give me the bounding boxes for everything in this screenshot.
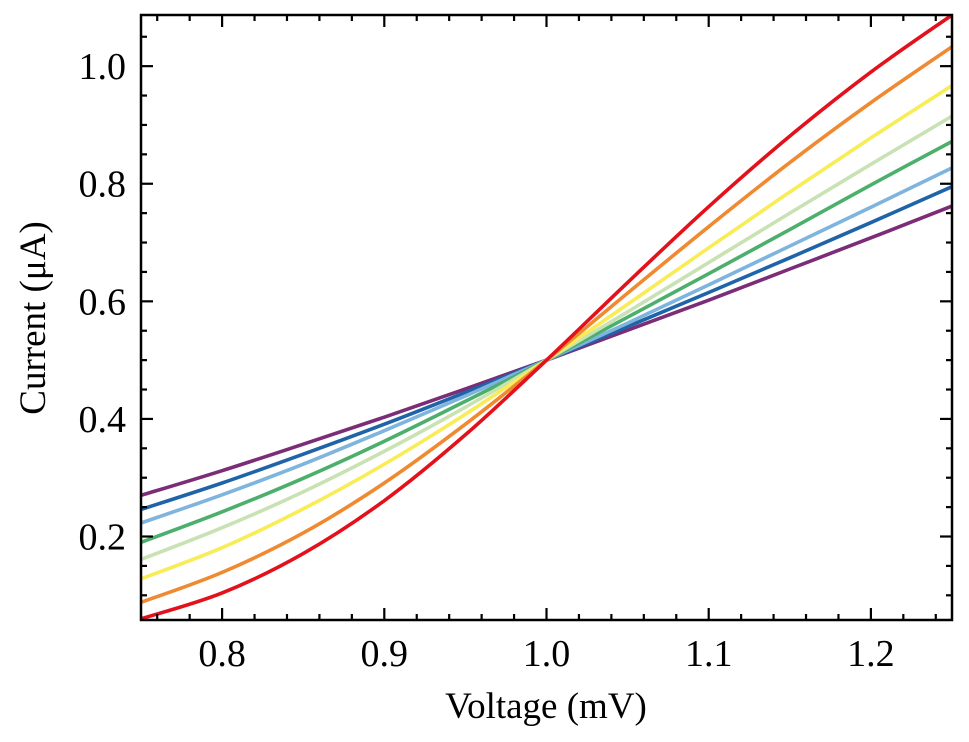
y-tick-label: 0.2 (79, 517, 127, 559)
series-layer (141, 15, 952, 620)
x-tick-label: 0.8 (198, 633, 246, 675)
x-tick-label: 1.0 (523, 633, 571, 675)
y-tick-label: 0.4 (79, 399, 127, 441)
x-tick-label: 1.1 (685, 633, 733, 675)
series-line-7 (141, 45, 952, 605)
series-line-5 (141, 114, 952, 562)
x-tick-labels: 0.8 0.9 1.0 1.1 1.2 (198, 633, 894, 675)
y-tick-labels: 0.2 0.4 0.6 0.8 1.0 (79, 46, 127, 558)
x-axis-label: Voltage (mV) (445, 686, 647, 727)
plot-frame (139, 13, 954, 622)
y-tick-label: 0.8 (79, 164, 127, 206)
y-tick-label: 0.6 (79, 281, 127, 323)
series-line-4 (141, 139, 952, 545)
series-line-2 (141, 185, 952, 512)
x-tick-label: 1.2 (847, 633, 895, 675)
y-tick-label: 1.0 (79, 46, 127, 88)
series-line-6 (141, 84, 952, 581)
series-line-1 (141, 204, 952, 498)
series-line-8 (141, 15, 952, 620)
y-axis-label: Current (μA) (13, 221, 54, 414)
x-tick-label: 0.9 (361, 633, 409, 675)
